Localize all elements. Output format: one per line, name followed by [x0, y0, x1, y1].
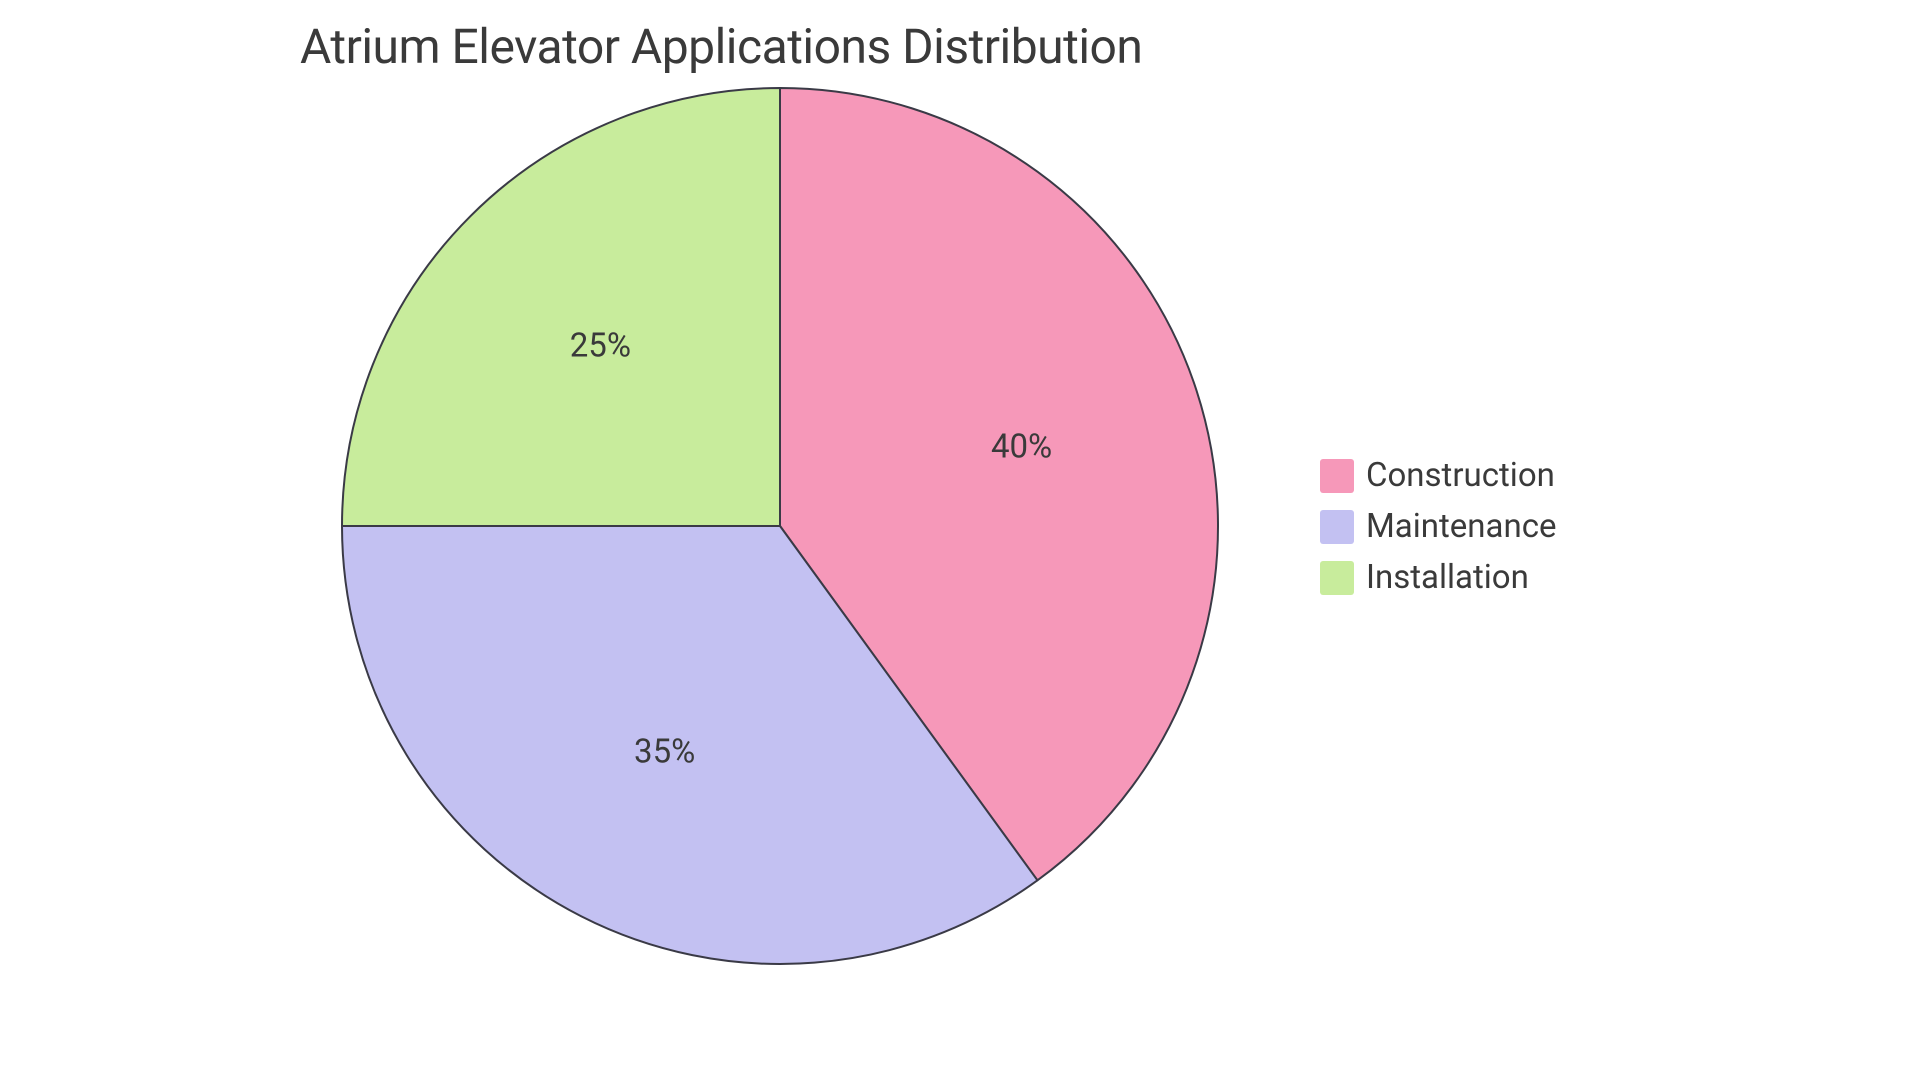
- legend-swatch-maintenance: [1320, 510, 1354, 544]
- chart-title: Atrium Elevator Applications Distributio…: [300, 18, 1142, 75]
- legend-item-construction: Construction: [1320, 456, 1556, 495]
- legend-label: Maintenance: [1366, 507, 1556, 546]
- legend-swatch-construction: [1320, 459, 1354, 493]
- pie-chart: 40% 35% 25%: [340, 86, 1220, 966]
- pie-svg: [340, 86, 1220, 966]
- legend-swatch-installation: [1320, 561, 1354, 595]
- slice-label-construction: 40%: [991, 428, 1052, 467]
- legend-label: Construction: [1366, 456, 1555, 495]
- slice-label-installation: 25%: [570, 327, 631, 366]
- legend-item-maintenance: Maintenance: [1320, 507, 1556, 546]
- legend: Construction Maintenance Installation: [1320, 456, 1556, 597]
- pie-chart-container: Atrium Elevator Applications Distributio…: [0, 0, 1920, 1080]
- legend-item-installation: Installation: [1320, 558, 1556, 597]
- slice-label-maintenance: 35%: [634, 733, 695, 772]
- legend-label: Installation: [1366, 558, 1529, 597]
- pie-slice-installation: [342, 88, 780, 526]
